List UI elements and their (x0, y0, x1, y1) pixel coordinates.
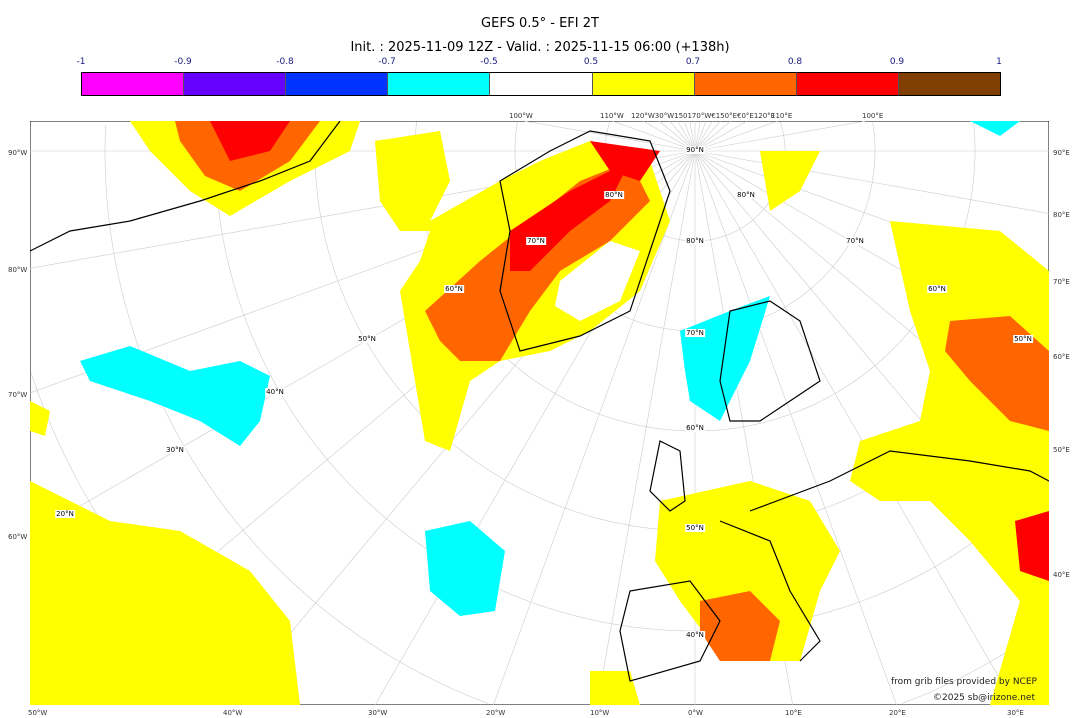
latitude-label: 60°N (444, 285, 464, 293)
axis-label-right: 60°E (1053, 353, 1070, 361)
axis-label-top: 110°W (600, 112, 624, 120)
axis-label-right: 80°E (1053, 211, 1070, 219)
latitude-label: 80°N (685, 237, 705, 245)
axis-label-bottom: 20°W (486, 709, 506, 717)
colorbar-segment (592, 73, 695, 95)
axis-label-right: 90°E (1053, 149, 1070, 157)
latitude-label: 70°N (845, 237, 865, 245)
colorbar-tick-label: -0.9 (174, 57, 192, 67)
latitude-label: 40°N (685, 631, 705, 639)
colorbar-tick-label: -0.8 (276, 57, 294, 67)
efi-field (30, 121, 1049, 705)
map-canvas (30, 121, 1049, 705)
latitude-label: 80°N (736, 191, 756, 199)
axis-label-right: 40°E (1053, 571, 1070, 579)
axis-label-bottom: 20°E (889, 709, 906, 717)
colorbar-segment (490, 73, 593, 95)
colorbar (81, 72, 1001, 96)
meridian-line (694, 150, 1049, 214)
latitude-circle (973, 121, 976, 151)
latitude-circle (872, 121, 876, 151)
axis-label-top: 100°E (862, 112, 884, 120)
colorbar-segment (82, 73, 185, 95)
map-subtitle: Init. : 2025-11-09 12Z - Valid. : 2025-1… (350, 40, 730, 55)
credit-source: from grib files provided by NCEP (891, 677, 1037, 687)
axis-label-top: 100°W (509, 112, 533, 120)
axis-label-left: 80°W (8, 266, 28, 274)
meridian-line (694, 121, 866, 152)
meridian-line (612, 121, 696, 152)
meridian-line (524, 121, 696, 152)
axis-label-bottom: 30°E (1007, 709, 1024, 717)
colorbar-tick-label: 0.9 (889, 57, 905, 67)
latitude-label: 70°N (685, 329, 705, 337)
latitude-label: 70°N (526, 237, 546, 245)
meridian-line (493, 150, 696, 705)
latitude-circle (104, 125, 489, 704)
axis-label-bottom: 30°W (368, 709, 388, 717)
colorbar-tick-label: 0.7 (685, 57, 701, 67)
axis-label-left: 60°W (8, 533, 28, 541)
colorbar-segment (184, 73, 287, 95)
meridian-line (694, 150, 897, 705)
latitude-label: 90°N (685, 146, 705, 154)
colorbar-tick-label: -0.5 (480, 57, 498, 67)
colorbar-tick-label: 0.5 (583, 57, 599, 67)
latitude-circle (779, 121, 786, 151)
colorbar-tick-label: 0.8 (787, 57, 803, 67)
axis-label-bottom: 0°W (688, 709, 703, 717)
axis-label-bottom: 50°W (28, 709, 48, 717)
axis-label-left: 90°W (8, 149, 28, 157)
axis-label-left: 70°W (8, 391, 28, 399)
coastlines (30, 121, 1049, 682)
latitude-label: 60°N (685, 424, 705, 432)
colorbar-segment (694, 73, 797, 95)
axis-label-right: 50°E (1053, 446, 1070, 454)
colorbar-tick-label: 1 (996, 57, 1002, 67)
latitude-label: 40°N (265, 388, 285, 396)
latitude-label: 50°N (685, 524, 705, 532)
colorbar-tick-label: -0.7 (378, 57, 396, 67)
colorbar-segment (898, 73, 1000, 95)
colorbar-segment (286, 73, 389, 95)
latitude-label: 50°N (357, 335, 377, 343)
latitude-label: 60°N (927, 285, 947, 293)
meridian-line (694, 150, 1016, 705)
axis-label-bottom: 10°W (590, 709, 610, 717)
meridian-line (597, 150, 696, 705)
latitude-label: 50°N (1013, 335, 1033, 343)
axis-label-bottom: 10°E (785, 709, 802, 717)
axis-label-top: 110°E (771, 112, 793, 120)
latitude-label: 80°N (604, 191, 624, 199)
axis-label-top: 120°W30°W150170°W€150°E€0°E120°E (631, 112, 776, 120)
credit-copyright: ©2025 sb@irizone.net (933, 693, 1035, 703)
axis-label-right: 70°E (1053, 278, 1070, 286)
colorbar-segment (796, 73, 899, 95)
map-title: GEFS 0.5° - EFI 2T (481, 16, 599, 31)
latitude-label: 20°N (55, 510, 75, 518)
colorbar-segment (388, 73, 491, 95)
axis-label-bottom: 40°W (223, 709, 243, 717)
colorbar-tick-label: -1 (76, 57, 86, 67)
meridian-line (694, 121, 778, 152)
latitude-label: 30°N (165, 446, 185, 454)
